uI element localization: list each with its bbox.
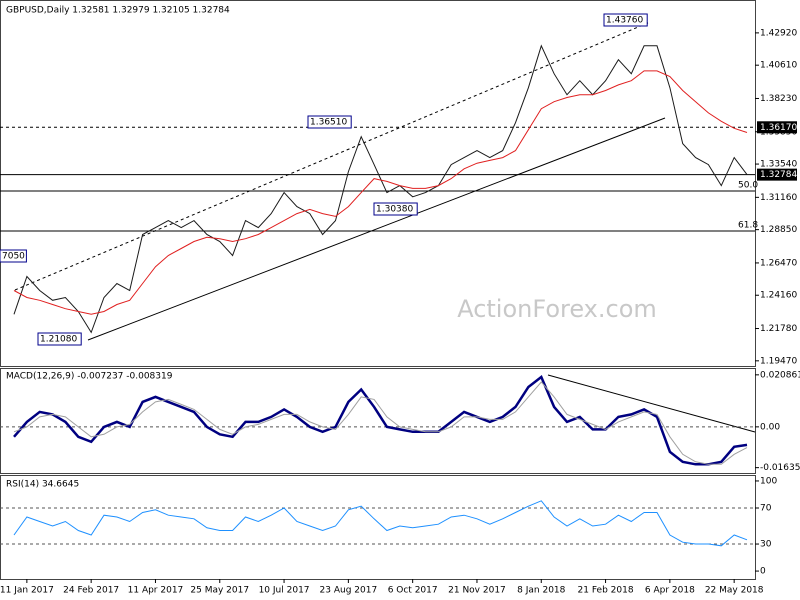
annotation: 7050	[2, 252, 25, 262]
price-level-label: 1.36170	[760, 123, 797, 133]
annotation: 1.30380	[376, 205, 413, 215]
price-level-label: 1.32784	[760, 170, 797, 180]
macd-title: MACD(12,26,9) -0.007237 -0.008319	[6, 372, 173, 382]
y-tick-label: 1.33540	[760, 160, 797, 170]
annotation-box	[37, 332, 82, 346]
y-tick-label: -0.016357	[760, 463, 800, 473]
series-line	[13, 70, 748, 315]
y-tick-label: 30	[760, 540, 772, 550]
x-tick-label: 10 Jul 2017	[259, 586, 310, 596]
x-tick-label: 11 Apr 2017	[128, 586, 184, 596]
y-tick-label: 70	[760, 503, 772, 513]
annotation: 1.43760	[606, 16, 643, 26]
x-tick-label: 25 May 2017	[190, 586, 249, 596]
annotation-box	[373, 202, 418, 216]
watermark: ActionForex.com	[457, 295, 657, 323]
x-tick-label: 23 Aug 2017	[320, 586, 378, 596]
channel-line	[14, 21, 651, 291]
annotation-box	[603, 13, 648, 27]
y-tick-label: 1.24160	[760, 291, 797, 301]
price-panel	[0, 0, 756, 367]
y-tick-label: 1.28850	[760, 225, 797, 235]
y-tick-label: 1.42920	[760, 28, 797, 38]
series-line	[13, 500, 748, 547]
macd-trend-line	[547, 374, 756, 433]
annotation-box	[307, 115, 352, 129]
trend-lines	[0, 21, 756, 433]
y-tick-label: 1.19470	[760, 356, 797, 366]
y-tick-label: 0.00	[760, 422, 780, 432]
y-tick-label: 0	[760, 567, 766, 577]
price-level-box	[757, 168, 797, 181]
y-tick-label: 1.21780	[760, 324, 797, 334]
x-tick-label: 6 Oct 2017	[388, 586, 438, 596]
trend-line	[87, 117, 666, 341]
y-tick-label: 100	[760, 476, 777, 486]
rsi-panel	[0, 475, 756, 580]
x-tick-label: 11 Jan 2017	[0, 586, 54, 596]
annotation: 50.0	[738, 181, 758, 191]
x-tick-label: 21 Nov 2017	[448, 586, 506, 596]
x-tick-label: 22 May 2018	[705, 586, 764, 596]
y-tick-label: 1.40610	[760, 61, 797, 71]
x-tick-label: 24 Feb 2017	[63, 586, 119, 596]
annotation-box	[0, 249, 27, 263]
y-tick-label: 0.020861	[760, 370, 800, 380]
y-tick-label: 1.26470	[760, 258, 797, 268]
annotation: 61.8	[738, 221, 758, 231]
price-title: GBPUSD,Daily 1.32581 1.32979 1.32105 1.3…	[6, 6, 230, 16]
macd-panel	[0, 368, 756, 474]
series-line	[13, 381, 748, 465]
series-line	[13, 375, 748, 466]
annotation: 1.36510	[310, 118, 347, 128]
x-tick-label: 21 Feb 2018	[578, 586, 634, 596]
x-tick-label: 6 Apr 2018	[645, 586, 695, 596]
annotation: 1.21080	[40, 335, 77, 345]
x-tick-label: 8 Jan 2018	[517, 586, 565, 596]
y-tick-label: 1.31160	[760, 193, 797, 203]
y-tick-label: 1.38230	[760, 94, 797, 104]
price-level-box	[757, 121, 797, 134]
series-line	[13, 44, 748, 334]
rsi-title: RSI(14) 34.6645	[6, 480, 79, 490]
